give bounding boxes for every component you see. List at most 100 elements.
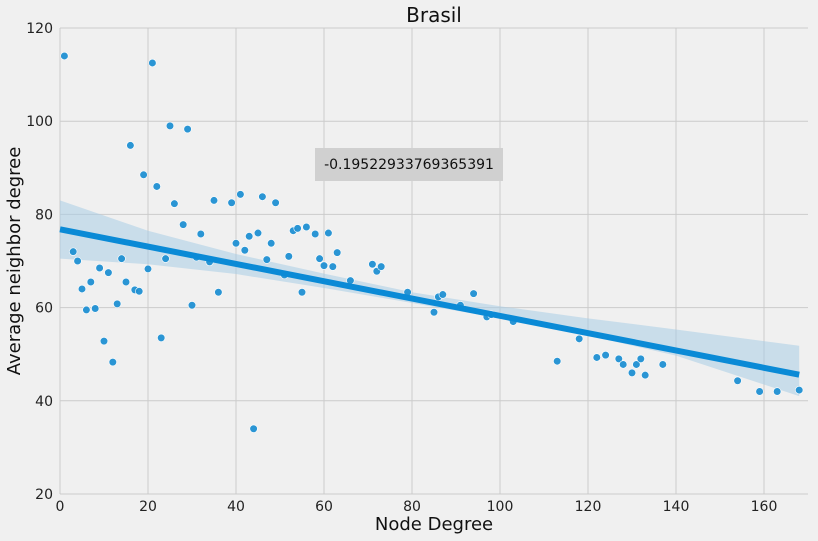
data-point xyxy=(231,239,241,248)
data-point xyxy=(795,385,804,395)
annotation-text: -0.19522933769365391 xyxy=(324,157,494,173)
data-point xyxy=(214,288,223,297)
data-point xyxy=(179,220,188,229)
data-point xyxy=(77,284,87,294)
data-point xyxy=(157,333,166,342)
x-tick-label: 140 xyxy=(663,499,690,515)
data-point xyxy=(614,354,623,363)
data-point xyxy=(333,248,342,257)
data-point xyxy=(601,351,610,360)
regression-line-layer xyxy=(59,226,800,378)
data-point xyxy=(99,337,109,346)
data-point xyxy=(113,299,122,308)
data-point xyxy=(161,254,170,263)
data-point xyxy=(658,360,667,369)
data-point xyxy=(319,261,329,270)
data-point xyxy=(636,354,645,363)
x-tick-label: 20 xyxy=(139,499,157,515)
data-point xyxy=(293,224,302,233)
data-point xyxy=(368,260,377,269)
data-point xyxy=(619,360,628,369)
data-point xyxy=(240,246,249,255)
data-point xyxy=(297,288,307,297)
data-point xyxy=(91,304,100,313)
data-point xyxy=(108,358,117,367)
data-point xyxy=(121,277,131,287)
y-tick-label: 120 xyxy=(26,21,53,37)
data-point xyxy=(553,357,562,366)
y-tick-label: 20 xyxy=(35,487,53,503)
data-point xyxy=(196,229,205,239)
data-point xyxy=(315,254,324,263)
data-point xyxy=(165,121,175,130)
data-point xyxy=(755,387,764,396)
data-point xyxy=(284,252,293,261)
y-tick-label: 100 xyxy=(26,114,53,130)
data-point xyxy=(143,264,153,274)
confidence-band-layer xyxy=(60,200,800,397)
y-tick-label: 40 xyxy=(35,394,53,410)
data-point xyxy=(139,170,148,179)
y-tick-label: 60 xyxy=(35,301,53,317)
x-tick-label: 0 xyxy=(56,499,65,515)
x-tick-label: 160 xyxy=(751,499,778,515)
data-point xyxy=(148,58,157,68)
data-point xyxy=(641,371,650,380)
data-point xyxy=(236,190,245,199)
data-point xyxy=(187,301,197,310)
x-tick-label: 60 xyxy=(315,499,333,515)
data-point xyxy=(311,229,320,239)
data-point xyxy=(271,198,280,207)
data-point xyxy=(469,289,478,298)
regression-line xyxy=(59,226,800,378)
y-axis-label: Average neighbor degree xyxy=(4,147,25,376)
x-tick-label: 80 xyxy=(403,499,421,515)
data-point xyxy=(82,305,91,315)
data-point xyxy=(592,353,601,362)
annotation-box: -0.19522933769365391 xyxy=(315,148,503,181)
x-axis-label: Node Degree xyxy=(375,514,493,535)
confidence-band xyxy=(60,200,800,397)
data-point xyxy=(95,263,104,273)
data-point xyxy=(575,334,584,343)
data-point xyxy=(86,277,95,287)
data-point xyxy=(245,232,254,241)
data-point xyxy=(253,228,263,238)
data-point xyxy=(104,268,113,277)
data-point xyxy=(733,376,742,385)
data-point xyxy=(377,262,386,271)
data-point xyxy=(632,360,641,369)
data-point xyxy=(328,262,337,271)
data-point xyxy=(627,368,637,377)
data-point xyxy=(249,424,258,433)
data-point xyxy=(126,141,135,150)
data-point xyxy=(324,228,333,238)
y-tick-label: 80 xyxy=(35,207,53,223)
data-point xyxy=(438,290,447,299)
x-tick-label: 40 xyxy=(227,499,245,515)
data-point xyxy=(170,199,179,208)
data-point xyxy=(152,182,161,191)
data-point xyxy=(773,387,782,396)
data-point xyxy=(60,51,69,61)
data-point xyxy=(135,287,144,296)
chart-title: Brasil xyxy=(406,3,462,27)
x-tick-label: 120 xyxy=(575,499,602,515)
points-layer xyxy=(60,51,804,433)
data-point xyxy=(227,198,236,207)
annotation-background xyxy=(315,148,503,181)
data-point xyxy=(69,247,78,256)
data-point xyxy=(183,125,192,134)
data-point xyxy=(429,308,439,317)
data-point xyxy=(258,192,267,201)
grid xyxy=(59,27,808,495)
data-point xyxy=(209,196,219,205)
data-point xyxy=(267,239,276,248)
data-point xyxy=(302,222,311,232)
data-point xyxy=(262,255,271,264)
data-point xyxy=(73,256,82,266)
x-tick-label: 100 xyxy=(487,499,514,515)
